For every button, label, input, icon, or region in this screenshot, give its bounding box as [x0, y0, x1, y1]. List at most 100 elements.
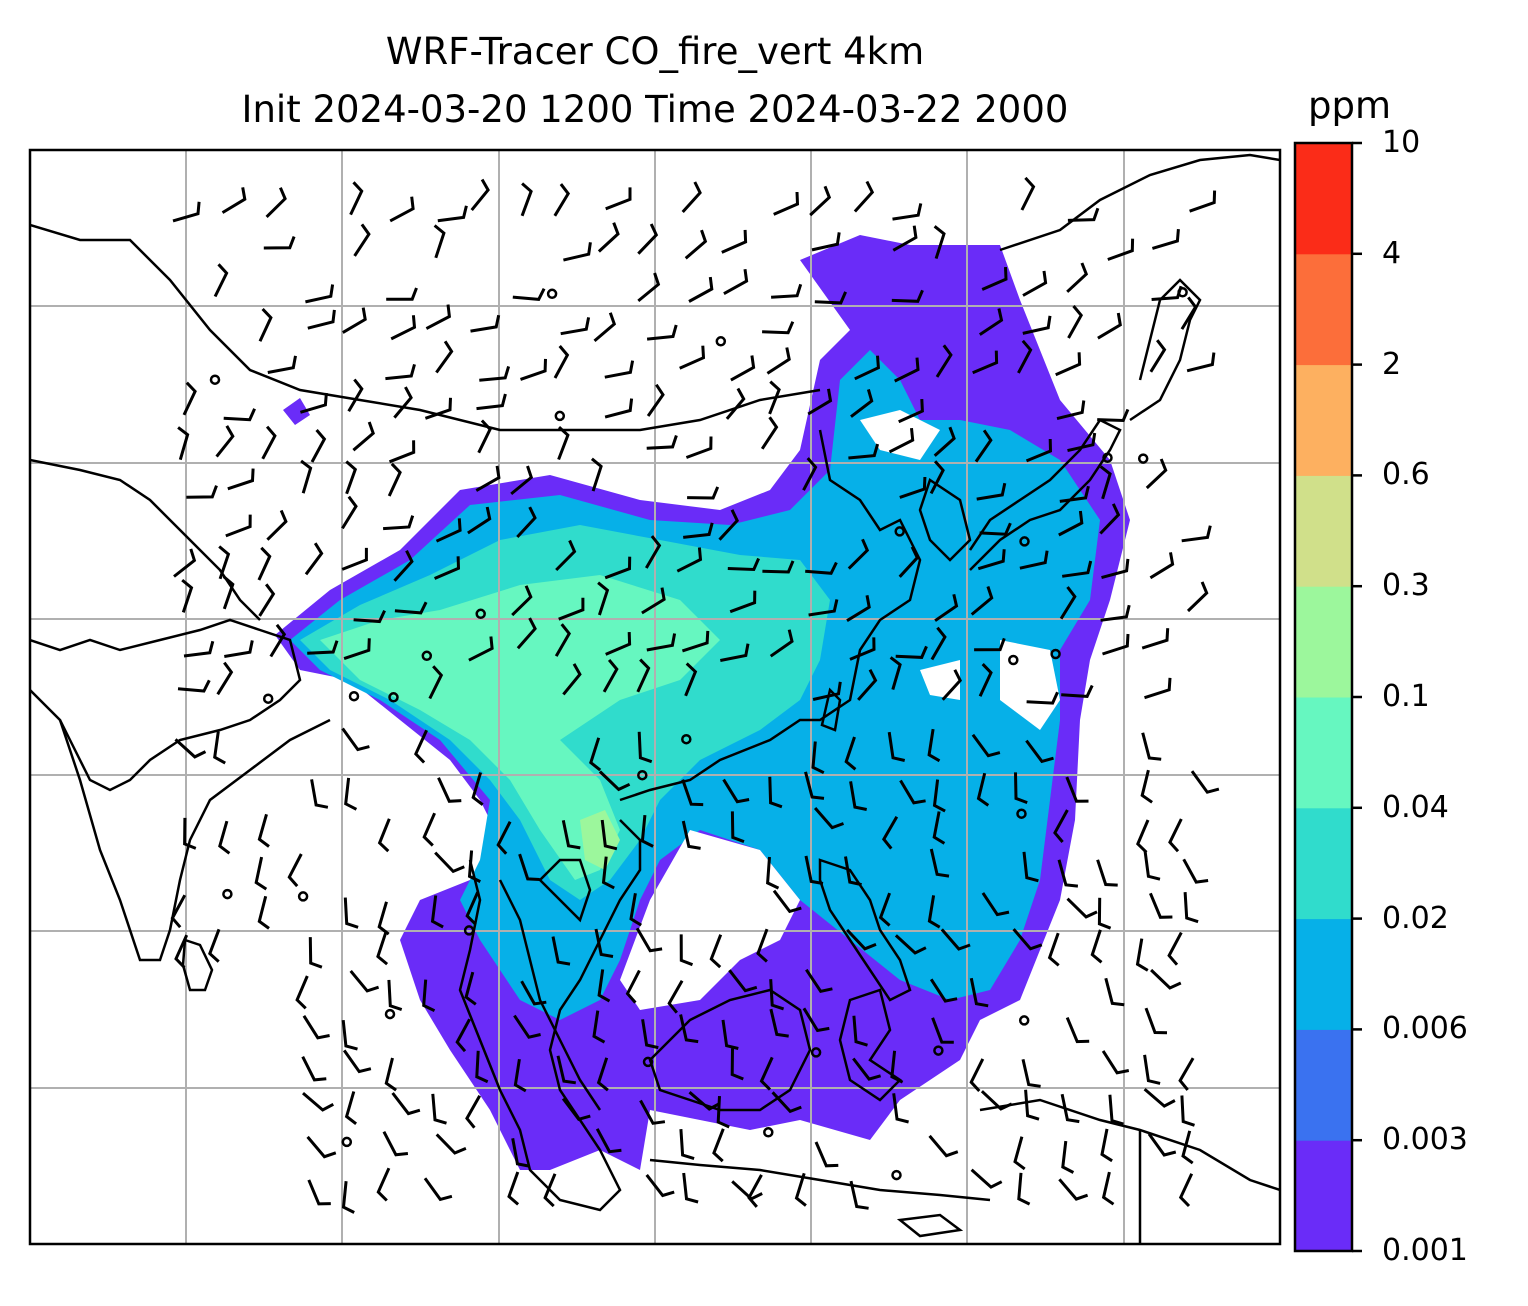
- colorbar-segment: [1295, 697, 1352, 809]
- wind-barbs: [170, 176, 1220, 1214]
- wind-barb: [254, 856, 268, 891]
- wind-barb: [688, 276, 714, 303]
- calm-wind-marker: [715, 336, 727, 347]
- wind-barb: [848, 443, 880, 460]
- coastline-japan-north: [1129, 278, 1202, 422]
- calm-wind-marker: [891, 1169, 902, 1181]
- wind-barb: [768, 380, 781, 415]
- calm-wind-marker: [463, 925, 475, 936]
- wind-barb: [1149, 552, 1175, 580]
- wind-barb: [1144, 677, 1172, 700]
- wind-barb: [625, 969, 641, 1004]
- wind-barb: [306, 1135, 337, 1159]
- wind-barb: [809, 185, 832, 217]
- colorbar-segment: [1295, 807, 1352, 920]
- wind-barb: [847, 538, 870, 570]
- wind-barb: [520, 182, 533, 217]
- coastline-korea: [918, 478, 972, 562]
- wind-barb: [516, 506, 537, 539]
- wind-barb: [1053, 809, 1069, 843]
- wind-barb: [933, 225, 946, 260]
- wind-barb: [1022, 315, 1052, 335]
- wind-barb: [769, 979, 785, 1011]
- calm-wind-marker: [384, 1008, 396, 1020]
- colorbar-segment: [1295, 364, 1352, 476]
- wind-barb: [1189, 190, 1217, 213]
- wind-barb: [725, 387, 746, 420]
- wind-barb: [637, 223, 659, 255]
- wind-barb: [849, 781, 867, 811]
- wind-barb: [1061, 560, 1093, 578]
- wind-barb: [1047, 932, 1060, 967]
- wind-barb: [1059, 586, 1077, 620]
- wind-barb: [646, 324, 678, 341]
- wind-barb: [513, 1058, 527, 1093]
- wind-barb: [520, 358, 547, 381]
- map-title-line-2: Init 2024-03-20 1200 Time 2024-03-22 200…: [241, 88, 1069, 131]
- calm-wind-marker: [388, 692, 399, 703]
- wind-barb: [563, 242, 592, 262]
- wind-barb: [433, 224, 446, 259]
- wind-barb: [308, 937, 323, 969]
- wind-barb: [224, 640, 254, 658]
- wind-barb: [295, 975, 309, 1010]
- colorbar-tick-label: 0.3: [1382, 568, 1430, 604]
- wind-barb: [391, 1092, 421, 1116]
- colorbar-segment: [1295, 475, 1352, 587]
- wind-barb: [467, 506, 492, 535]
- wind-barb: [602, 658, 619, 693]
- wind-barb: [465, 891, 480, 926]
- wind-barb: [1017, 1172, 1031, 1206]
- wind-barb: [589, 737, 602, 772]
- wind-barb: [1061, 684, 1094, 698]
- colorbar-tick-label: 0.003: [1382, 1122, 1468, 1158]
- colorbar-tick-label: 0.006: [1382, 1011, 1468, 1047]
- calm-wind-marker: [341, 1136, 353, 1148]
- wind-barb: [388, 440, 416, 464]
- calm-wind-marker: [1177, 287, 1188, 298]
- wind-barb: [969, 977, 989, 1008]
- wind-barb: [174, 738, 207, 759]
- wind-barb: [929, 460, 945, 495]
- wind-barb: [382, 1131, 409, 1157]
- wind-barb: [507, 1171, 520, 1206]
- wind-barb: [265, 187, 287, 218]
- wind-barb: [347, 378, 364, 413]
- wind-barb: [1143, 1054, 1161, 1085]
- wind-barb: [766, 347, 791, 375]
- plot-frame: [28, 148, 1282, 1246]
- wind-barb: [679, 934, 694, 967]
- wind-barb: [981, 267, 1008, 291]
- wind-barb: [976, 772, 990, 807]
- wind-barb: [343, 638, 371, 661]
- wind-barb: [425, 304, 452, 330]
- wind-barb: [844, 856, 862, 887]
- wind-barb: [257, 546, 272, 581]
- wind-barb: [551, 936, 571, 966]
- tracer-plume: [275, 235, 1130, 1170]
- wind-barb: [723, 269, 749, 296]
- wind-barb: [470, 314, 501, 333]
- wind-barb: [635, 927, 663, 953]
- wind-barb: [683, 522, 714, 539]
- wind-barb: [376, 1167, 391, 1202]
- wind-barb: [932, 779, 946, 813]
- wind-barb: [762, 321, 795, 335]
- wind-barb: [898, 399, 924, 424]
- wind-barb: [716, 1096, 730, 1129]
- calm-wind-marker: [1016, 808, 1027, 819]
- wind-barb: [970, 586, 994, 616]
- wind-barb: [562, 663, 582, 696]
- wind-barb: [596, 1057, 609, 1092]
- wind-barb: [1065, 776, 1089, 803]
- wind-barb: [1061, 1140, 1075, 1174]
- calm-wind-marker: [1050, 648, 1061, 660]
- wind-barb: [1097, 312, 1122, 340]
- wind-barb: [435, 1133, 467, 1155]
- wind-barb: [892, 1093, 909, 1124]
- wind-barb: [1104, 977, 1125, 1007]
- wind-barb: [892, 203, 923, 221]
- wind-barb: [769, 629, 794, 658]
- calm-wind-marker: [475, 608, 486, 620]
- wind-barb: [477, 419, 492, 454]
